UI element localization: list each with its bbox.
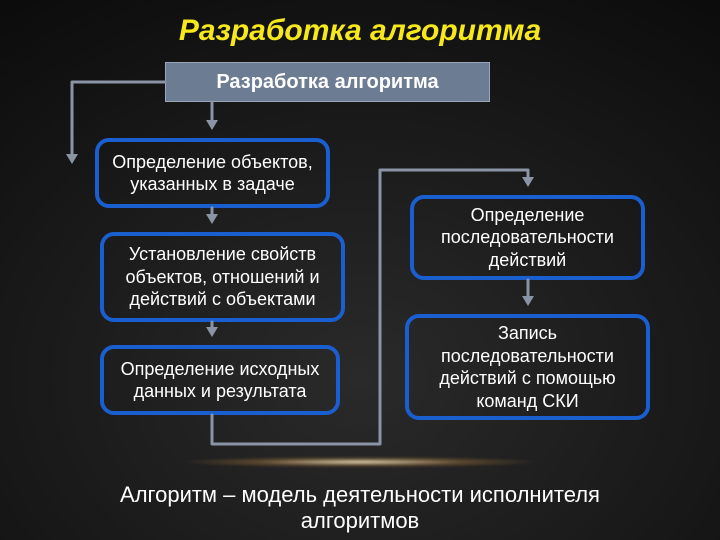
flow-node-n1: Определение объектов, указанных в задаче xyxy=(95,138,330,208)
flow-header: Разработка алгоритма xyxy=(165,62,490,102)
flow-node-n5: Запись последовательности действий с пом… xyxy=(405,314,650,420)
lens-flare xyxy=(100,442,620,482)
flow-node-n3: Определение исходных данных и результата xyxy=(100,345,340,415)
flow-node-n4: Определение последовательности действий xyxy=(410,195,645,280)
slide-title: Разработка алгоритма xyxy=(0,14,720,48)
footer-line1: Алгоритм – модель деятельности исполните… xyxy=(0,482,720,508)
footer-line2: алгоритмов xyxy=(0,508,720,534)
flow-node-n2: Установление свойств объектов, отношений… xyxy=(100,232,345,322)
footer-text: Алгоритм – модель деятельности исполните… xyxy=(0,482,720,534)
